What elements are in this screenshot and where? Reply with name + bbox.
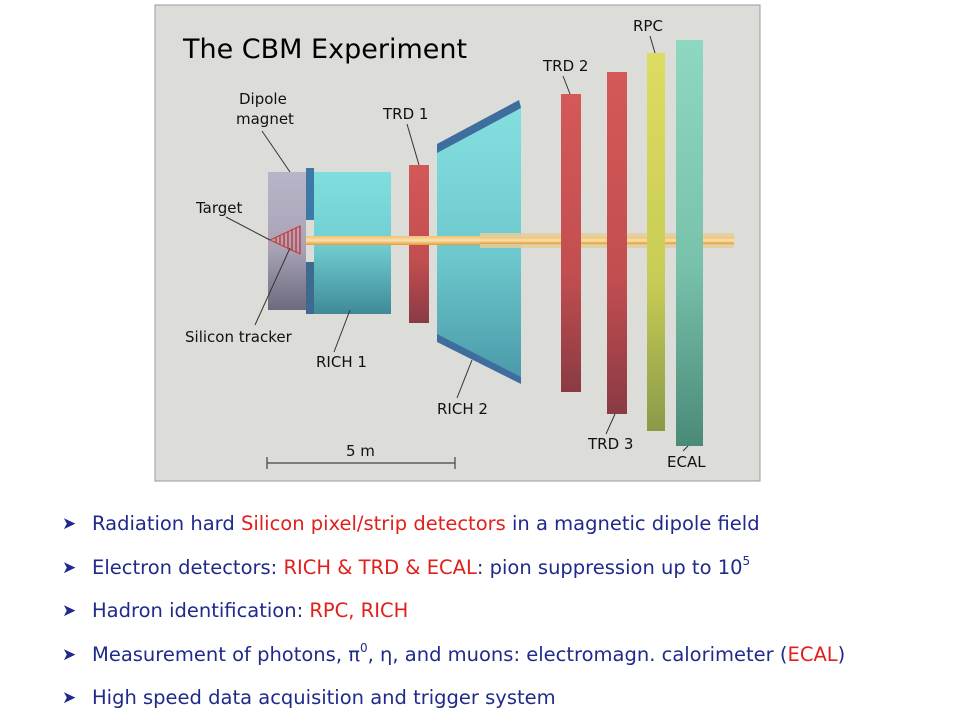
label-silicon-tracker: Silicon tracker (185, 328, 293, 346)
trd2-detector (561, 94, 581, 392)
magnet-yoke-upper (306, 168, 314, 220)
label-trd1: TRD 1 (382, 105, 428, 123)
bullet-highlight: RICH & TRD & ECAL (283, 555, 477, 579)
bullet-list: ➤ Radiation hard Silicon pixel/strip det… (62, 505, 957, 723)
label-rpc: RPC (633, 17, 663, 35)
bullet-text: , η, and muons: electromagn. calorimeter… (367, 642, 788, 666)
bullet-text: ) (837, 642, 846, 666)
leader-silicon (254, 247, 291, 326)
leader-trd1 (406, 123, 420, 166)
bullet-item: ➤ Radiation hard Silicon pixel/strip det… (62, 505, 957, 549)
arrow-bullet-icon: ➤ (62, 557, 77, 578)
arrow-bullet-icon: ➤ (62, 514, 77, 534)
silicon-tracker (268, 225, 301, 255)
arrow-bullet-icon: ➤ (62, 688, 77, 708)
bullet-text: in a magnetic dipole field (505, 512, 760, 535)
ecal-detector (676, 40, 703, 446)
trd3-detector (607, 72, 627, 414)
label-target: Target (195, 199, 243, 217)
leader-trd3 (605, 413, 616, 435)
bullet-superscript: 0 (359, 640, 368, 655)
leader-rpc (649, 35, 656, 54)
label-dipole-magnet-line1: Dipole (239, 90, 287, 108)
scale-bar (266, 457, 456, 469)
leader-rich1 (333, 309, 351, 353)
bullet-item: ➤ Electron detectors: RICH & TRD & ECAL:… (62, 549, 957, 593)
bullet-text: Hadron identification: (92, 599, 310, 622)
rich2-upper-mirror (437, 100, 521, 153)
label-trd2: TRD 2 (542, 57, 588, 75)
bullet-item: ➤ High speed data acquisition and trigge… (62, 679, 957, 723)
bullet-highlight: ECAL (787, 642, 838, 666)
magnet-yoke-lower (306, 262, 314, 314)
label-rich2: RICH 2 (437, 400, 488, 418)
bullet-superscript: 5 (742, 553, 751, 568)
bullet-text: High speed data acquisition and trigger … (92, 686, 556, 709)
leader-trd2 (562, 75, 571, 95)
scale-bar-label: 5 m (346, 442, 375, 460)
bullet-text: : pion suppression up to 10 (476, 555, 743, 579)
label-dipole-magnet-line2: magnet (236, 110, 294, 128)
label-ecal: ECAL (667, 453, 706, 471)
bullet-highlight: Silicon pixel/strip detectors (240, 512, 506, 535)
rpc-detector (647, 53, 665, 431)
arrow-bullet-icon: ➤ (62, 644, 77, 665)
bullet-item: ➤ Measurement of photons, π0, η, and muo… (62, 636, 957, 680)
leader-ecal (682, 445, 689, 452)
bullet-text: Radiation hard (92, 512, 241, 535)
leader-rich2 (456, 359, 473, 399)
bullet-text: Measurement of photons, π (92, 642, 360, 666)
leader-target (225, 216, 271, 241)
label-rich1: RICH 1 (316, 353, 367, 371)
arrow-bullet-icon: ➤ (62, 601, 77, 621)
label-trd3: TRD 3 (587, 435, 633, 453)
bullet-text: Electron detectors: (92, 555, 284, 579)
bullet-highlight: RPC, RICH (309, 599, 409, 622)
leader-dipole (261, 130, 291, 173)
bullet-item: ➤ Hadron identification: RPC, RICH (62, 592, 957, 636)
diagram-title: The CBM Experiment (182, 34, 467, 65)
rich2-lower-mirror (437, 334, 521, 384)
cbm-detector-diagram: The CBM Experiment Dipole magnet Target … (154, 4, 761, 482)
